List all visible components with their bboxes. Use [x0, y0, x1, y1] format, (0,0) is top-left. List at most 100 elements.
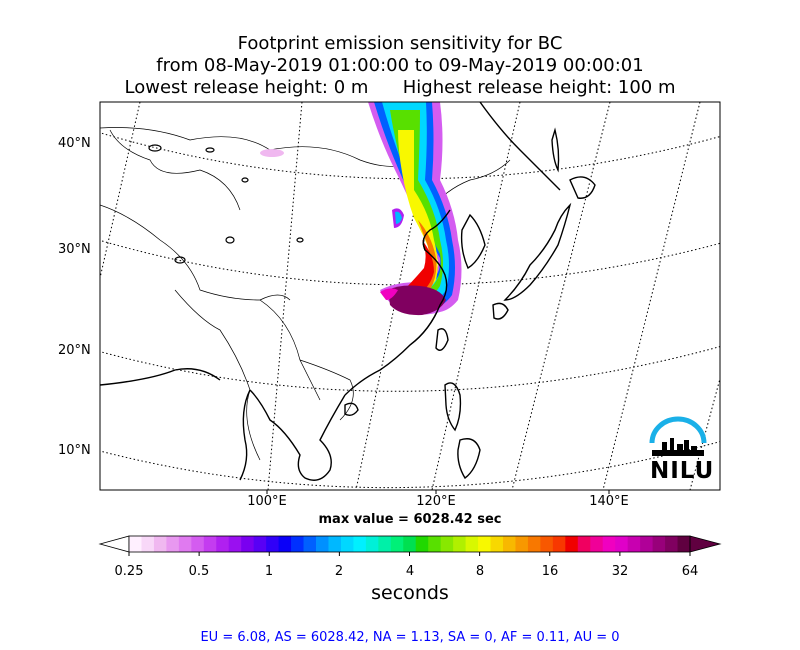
- colorbar-swatch: [602, 536, 616, 552]
- lat-line-40: [100, 132, 720, 180]
- hainan: [344, 402, 359, 417]
- colorbar-swatch: [266, 536, 279, 552]
- footprint-small-patch: [260, 149, 284, 157]
- cb-tick-0: 0.25: [114, 564, 144, 579]
- lakes: [148, 144, 304, 264]
- plume-magenta-rim: [380, 288, 398, 300]
- colorbar-swatch: [590, 536, 604, 552]
- nilu-logo: [649, 416, 707, 456]
- colorbar-swatch: [652, 536, 666, 552]
- lon-label-100: 100°E: [247, 494, 287, 509]
- colorbar-swatch: [353, 536, 367, 552]
- title-line-2: from 08-May-2019 01:00:00 to 09-May-2019…: [156, 55, 644, 76]
- map-frame: [99, 101, 721, 491]
- title-line-3: Lowest release height: 0 m Highest relea…: [124, 77, 676, 98]
- graticule: [100, 102, 720, 490]
- cb-tick-1: 0.5: [188, 564, 210, 579]
- colorbar-swatch: [203, 536, 217, 552]
- colorbar-swatch: [665, 536, 678, 552]
- lon-label-140: 140°E: [589, 494, 629, 509]
- colorbar-swatch: [178, 536, 192, 552]
- cb-tick-2: 1: [264, 564, 274, 579]
- colorbar-over-arrow: [689, 535, 722, 553]
- colorbar: [98, 535, 722, 556]
- colorbar-swatch: [316, 536, 329, 552]
- colorbar-swatch: [677, 536, 691, 552]
- plume-branch-core: [395, 211, 402, 224]
- japan-kyushu: [492, 302, 509, 320]
- lat-line-20: [100, 345, 720, 392]
- colorbar-swatch: [328, 536, 342, 552]
- taiwan: [435, 328, 449, 351]
- lat-line-30: [100, 239, 720, 286]
- colorbar-swatch: [303, 536, 317, 552]
- colorbar-swatch: [540, 536, 554, 552]
- colorbar-swatch: [627, 536, 641, 552]
- region-stats: EU = 6.08, AS = 6028.42, NA = 1.13, SA =…: [200, 630, 620, 645]
- colorbar-swatch: [241, 536, 255, 552]
- colorbar-swatch: [378, 536, 392, 552]
- colorbar-swatch: [440, 536, 454, 552]
- colorbar-swatch: [527, 536, 541, 552]
- colorbar-under-arrow: [98, 535, 130, 553]
- colorbar-swatch: [552, 536, 566, 552]
- lon-line-90: [100, 102, 141, 281]
- colorbar-swatch: [490, 536, 504, 552]
- colorbar-swatch: [453, 536, 466, 552]
- colorbar-swatch: [291, 536, 304, 552]
- coastlines: [100, 102, 596, 481]
- footprint-plume: [368, 102, 462, 316]
- india-coast: [100, 368, 221, 386]
- cb-tick-4: 4: [405, 564, 415, 579]
- title-line-1: Footprint emission sensitivity for BC: [237, 33, 563, 54]
- colorbar-swatch: [216, 536, 230, 552]
- lon-line-150: [689, 376, 720, 490]
- korea-coast: [460, 213, 486, 270]
- japan-honshu: [503, 202, 572, 301]
- lon-label-120: 120°E: [416, 494, 456, 509]
- lon-line-130: [511, 102, 611, 490]
- cb-tick-5: 8: [475, 564, 485, 579]
- burma-coast: [239, 389, 251, 481]
- colorbar-swatch: [141, 536, 155, 552]
- colorbar-swatch: [640, 536, 653, 552]
- max-value-label: max value = 6028.42 sec: [318, 512, 502, 527]
- russian-coast: [479, 102, 561, 191]
- luzon: [444, 382, 462, 432]
- colorbar-swatch: [278, 536, 292, 552]
- colorbar-swatch: [428, 536, 442, 552]
- indochina-coast: [249, 389, 346, 481]
- sakhalin: [551, 127, 560, 173]
- colorbar-swatch: [365, 536, 379, 552]
- lat-label-10: 10°N: [58, 443, 91, 458]
- philippines-south: [457, 438, 481, 480]
- plume-hotspot: [388, 285, 446, 316]
- colorbar-swatch: [515, 536, 529, 552]
- cb-tick-7: 32: [611, 564, 629, 579]
- colorbar-swatch: [153, 536, 167, 552]
- lat-line-10: [100, 441, 720, 489]
- cb-tick-6: 16: [541, 564, 559, 579]
- cb-tick-3: 2: [334, 564, 344, 579]
- colorbar-swatch: [615, 536, 629, 552]
- plume-yellow: [398, 130, 438, 292]
- japan-hokkaido: [569, 176, 596, 199]
- colorbar-swatch: [577, 536, 591, 552]
- colorbar-swatch: [503, 536, 516, 552]
- cb-tick-8: 64: [681, 564, 699, 579]
- colorbar-swatch: [340, 536, 354, 552]
- plume-blue: [374, 102, 455, 310]
- lat-label-40: 40°N: [58, 136, 91, 151]
- colorbar-swatch: [228, 536, 242, 552]
- colorbar-swatch: [390, 536, 404, 552]
- nilu-arc: [649, 416, 707, 444]
- lon-line-100: [267, 102, 303, 490]
- colorbar-swatch: [565, 536, 579, 552]
- colorbar-swatch: [129, 536, 142, 552]
- colorbar-swatch: [415, 536, 429, 552]
- nilu-skyline: [652, 438, 704, 456]
- lat-label-20: 20°N: [58, 343, 91, 358]
- colorbar-unit-label: seconds: [371, 582, 449, 604]
- colorbar-swatch: [191, 536, 205, 552]
